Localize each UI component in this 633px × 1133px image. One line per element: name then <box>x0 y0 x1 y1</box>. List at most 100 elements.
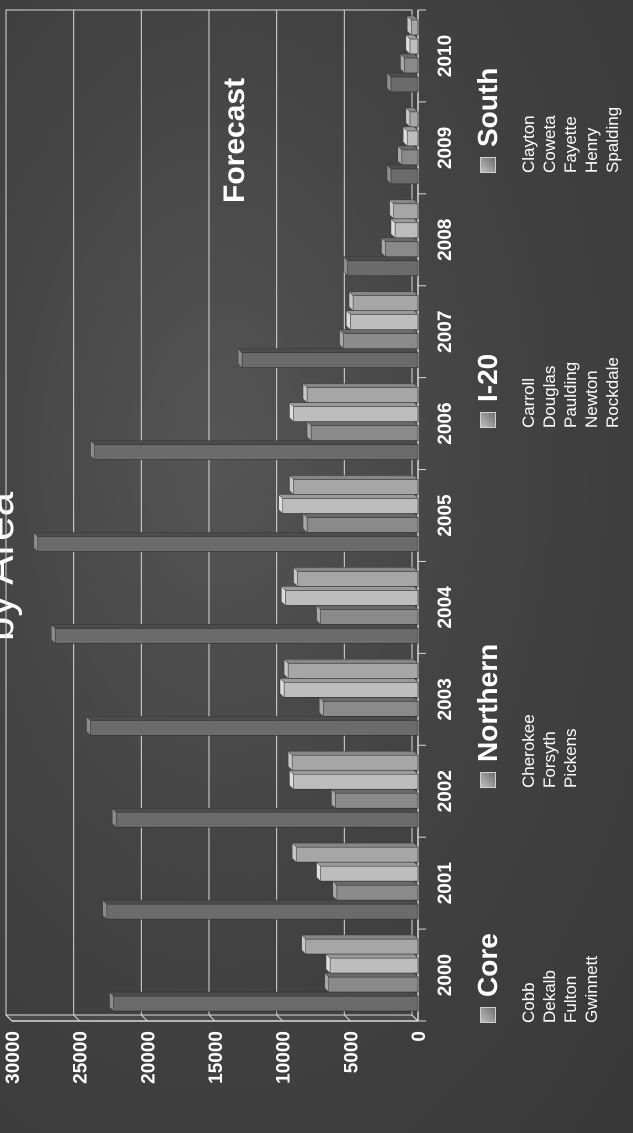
bar-northern-2010 <box>404 57 419 74</box>
legend-county: Gwinnett <box>582 955 601 1023</box>
bar-south-2002 <box>291 754 419 771</box>
legend-county: Cherokee <box>519 714 538 788</box>
bar-i20-2000 <box>329 957 419 974</box>
legend-county: Rockdale <box>603 357 622 428</box>
y-tick-label: 30000 <box>3 1031 24 1084</box>
bar-core-2007 <box>241 352 419 368</box>
bar-core-2008 <box>347 260 419 277</box>
bar-south-2010 <box>410 19 419 36</box>
bar-northern-2007 <box>343 333 419 349</box>
bar-i20-2005 <box>282 498 419 514</box>
bar-side-face <box>405 107 419 113</box>
legend-county: Newton <box>582 370 601 428</box>
x-tick-label: 2007 <box>435 311 456 353</box>
legend-swatch-core <box>480 1007 496 1023</box>
bar-side-face <box>293 567 419 572</box>
bar-south-2008 <box>393 203 419 220</box>
y-tick-label: 15000 <box>206 1031 227 1084</box>
legend-swatch-i20 <box>480 412 496 428</box>
bar-side-face <box>325 953 419 959</box>
x-tick-label: 2002 <box>435 770 456 812</box>
bar-south-2004 <box>297 571 419 587</box>
bar-i20-2002 <box>293 773 419 790</box>
bar-northern-2006 <box>310 425 419 441</box>
y-tick-label: 0 <box>409 1031 430 1042</box>
bar-side-face <box>302 513 419 518</box>
legend-label-northern: Northern <box>472 643 503 762</box>
legend-county: Fulton <box>561 975 580 1023</box>
bar-side-face <box>381 237 419 242</box>
bar-side-face <box>289 770 419 775</box>
legend-county: Fayette <box>561 116 580 173</box>
bar-core-2002 <box>115 811 419 828</box>
bar-south-2009 <box>409 111 419 128</box>
gridline-diagonal <box>208 1014 216 1022</box>
bar-side-face <box>343 256 419 261</box>
bar-side-face <box>316 605 419 610</box>
x-tick-label: 2003 <box>435 678 456 720</box>
bar-side-face <box>278 494 419 499</box>
bar-side-face <box>386 164 419 170</box>
bar-core-2001 <box>106 903 419 920</box>
legend-county: Forsyth <box>540 731 559 788</box>
bar-side-face <box>237 348 419 353</box>
bar-side-face <box>291 842 419 848</box>
bar-side-face <box>332 880 419 886</box>
bar-side-face <box>406 15 419 21</box>
bar-side-face <box>102 899 419 905</box>
x-tick-label: 2009 <box>435 127 456 169</box>
y-tick-label: 20000 <box>138 1031 159 1084</box>
bar-i20-2009 <box>406 130 419 147</box>
y-tick-label: 5000 <box>341 1031 362 1073</box>
bar-side-face <box>279 678 419 683</box>
bar-side-face <box>283 659 419 664</box>
bar-northern-2002 <box>335 792 419 809</box>
gridline-diagonal <box>343 1014 351 1022</box>
bar-side-face <box>111 808 419 813</box>
bar-side-face <box>33 532 419 537</box>
bar-northern-2008 <box>385 241 419 258</box>
bar-i20-2001 <box>320 865 419 882</box>
gridline-diagonal <box>5 1014 13 1022</box>
bar-side-face <box>50 624 419 629</box>
legend-county: Paulding <box>561 361 580 428</box>
bar-side-face <box>289 402 419 407</box>
legend-northern: Northern Cherokee Forsyth Pickens <box>472 528 581 788</box>
gridline-diagonal <box>140 1014 148 1022</box>
legend-i20: I-20 Carroll Douglas Paulding Newton Roc… <box>472 168 623 428</box>
legend-county: Carroll <box>519 377 538 428</box>
bar-side-face <box>287 751 419 756</box>
bar-core-2006 <box>94 444 419 460</box>
x-tick-label: 2010 <box>435 35 456 77</box>
bar-side-face <box>302 383 419 388</box>
gridline-diagonal <box>276 1014 284 1022</box>
legend-label-south: South <box>472 67 503 147</box>
bar-northern-2009 <box>401 149 419 166</box>
bar-south-2003 <box>287 663 419 679</box>
bar-side-face <box>348 291 419 296</box>
bar-core-2004 <box>55 628 419 644</box>
bar-south-2000 <box>305 938 419 955</box>
bar-northern-2005 <box>306 517 419 533</box>
y-tick-label: 25000 <box>71 1031 92 1084</box>
bar-northern-2001 <box>336 884 419 901</box>
bar-side-face <box>390 218 419 223</box>
x-tick-label: 2004 <box>435 586 456 629</box>
bar-northern-2003 <box>322 701 419 717</box>
bar-i20-2008 <box>394 222 419 239</box>
bar-side-face <box>389 199 419 204</box>
x-tick-label: 2001 <box>435 862 456 905</box>
bar-side-face <box>86 716 419 721</box>
legend-label-i20: I-20 <box>472 353 503 402</box>
bar-i20-2007 <box>350 314 419 330</box>
bar-side-face <box>345 310 419 315</box>
bar-side-face <box>301 934 419 940</box>
legend-county: Clayton <box>519 115 538 173</box>
bar-side-face <box>280 586 419 591</box>
bar-south-2001 <box>295 846 419 863</box>
bar-side-face <box>386 72 419 78</box>
legend-county: Henry <box>582 127 601 173</box>
x-tick-label: 2006 <box>435 402 456 444</box>
bar-i20-2003 <box>283 682 419 698</box>
